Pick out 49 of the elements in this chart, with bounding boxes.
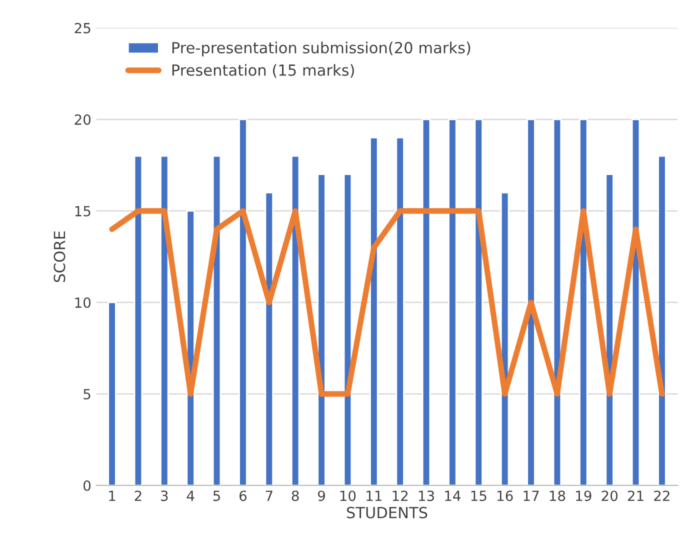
legend-label: Presentation (15 marks) (172, 64, 354, 78)
y-tick-label: 0 (84, 480, 91, 491)
x-tick-label: 9 (318, 490, 325, 502)
x-tick-label: 17 (524, 490, 539, 501)
x-tick-label: 22 (654, 490, 670, 501)
x-tick-label: 20 (602, 490, 618, 502)
x-tick-label: 11 (366, 490, 382, 501)
x-tick-label: 2 (134, 490, 142, 501)
x-axis-title: STUDENTS (346, 506, 428, 518)
x-tick-label: 21 (628, 490, 644, 501)
bar (370, 137, 378, 486)
y-tick-label: 25 (74, 22, 90, 34)
bar (448, 118, 457, 486)
bar (134, 155, 143, 486)
x-tick-label: 4 (186, 490, 194, 501)
bar (579, 118, 588, 486)
y-tick-label: 10 (75, 297, 91, 308)
x-tick-label: 6 (240, 490, 247, 502)
bar (526, 118, 536, 486)
bar (474, 118, 484, 486)
bar (552, 118, 562, 486)
bar (658, 155, 666, 486)
bar (343, 174, 352, 486)
y-axis-title: SCORE (54, 231, 66, 282)
x-tick-label: 16 (498, 490, 513, 502)
x-tick-label: 19 (576, 490, 592, 502)
x-tick-label: 13 (418, 490, 434, 502)
x-tick-label: 3 (161, 490, 168, 502)
bar (264, 192, 274, 486)
y-tick-label: 15 (75, 206, 90, 216)
x-tick-label: 1 (109, 490, 116, 501)
y-tick-label: 20 (74, 114, 91, 125)
x-tick-label: 14 (445, 490, 461, 501)
bar (422, 118, 431, 486)
bar (160, 155, 169, 486)
legend-label: Pre-presentation submission(20 marks) (172, 42, 470, 56)
x-tick-label: 18 (550, 490, 566, 502)
bar (317, 174, 326, 486)
x-tick-label: 5 (213, 490, 220, 502)
x-tick-label: 8 (292, 490, 299, 502)
x-tick-label: 12 (392, 490, 408, 501)
x-tick-label: 10 (340, 490, 356, 502)
x-tick-label: 7 (266, 490, 272, 501)
x-tick-label: 15 (471, 490, 486, 502)
bar (396, 137, 404, 486)
bar (238, 118, 248, 486)
y-tick-label: 5 (84, 389, 90, 400)
bar (108, 302, 116, 486)
bar (212, 155, 222, 486)
